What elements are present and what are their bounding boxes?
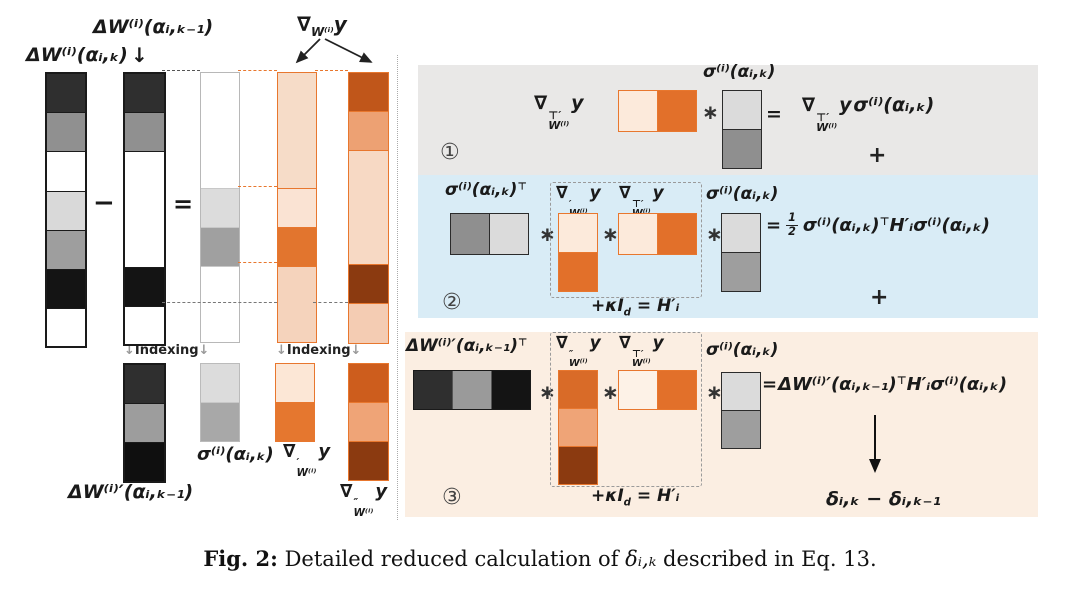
row3-multiply-star-1: ∗: [539, 380, 556, 404]
row1-grad-label: ∇ ⊤′ W⁽ⁱ⁾ y: [534, 92, 584, 132]
nabla-icon: ∇: [340, 481, 353, 502]
row2-sigma-transpose-label: σ⁽ⁱ⁾(αᵢ,ₖ)⊤: [445, 180, 527, 200]
label-grad-prime-indexed: ∇ ′ W⁽ⁱ⁾ y: [283, 441, 331, 479]
row3-delta-difference-label: δᵢ,ₖ − δᵢ,ₖ₋₁: [826, 488, 941, 510]
row3-hessian-dashed-box: [550, 332, 702, 487]
panel-divider: [397, 55, 398, 520]
nabla-icon: ∇: [534, 92, 548, 114]
row1-result-equation: = ∇ ⊤′ W⁽ⁱ⁾ y σ⁽ⁱ⁾(αᵢ,ₖ): [766, 94, 935, 134]
indexing-label-right: ↓Indexing↓: [276, 343, 362, 358]
figure-caption: Fig. 2: Detailed reduced calculation of …: [203, 546, 877, 571]
nabla-icon: ∇: [619, 333, 631, 353]
row1-sigma-col-block: [722, 90, 762, 169]
row3-grad-dprime-label: ∇ ″ W⁽ⁱ⁾ y: [556, 333, 601, 369]
row1-multiply-star: ∗: [702, 100, 719, 124]
row2-hessian-dashed-box: [550, 182, 702, 298]
nabla-icon: ∇: [619, 183, 631, 203]
vector-grad-prime-full: [277, 72, 317, 343]
connector-mid-orange-2: [238, 262, 277, 263]
connector-bottom-gray-2: [313, 302, 348, 303]
vector-grad-prime-indexed: [275, 363, 315, 442]
nabla-icon: ∇: [556, 183, 568, 203]
vector-delta-w-indexed: [123, 363, 166, 483]
row2-kappa-identity-label: +κId = H′ᵢ: [591, 296, 680, 319]
row2-sigma-col-block: [721, 213, 761, 292]
circled-number-1: ①: [440, 140, 460, 165]
label-grad-dprime-indexed: ∇ ″ W⁽ⁱ⁾ y: [340, 481, 388, 519]
row2-grad-row-block: [618, 213, 697, 255]
label-delta-w-prime-indexed: ΔW⁽ⁱ⁾′(αᵢ,ₖ₋₁): [68, 481, 194, 503]
connector-top-orange-2: [315, 70, 348, 71]
caption-tag: Fig. 2:: [203, 546, 278, 571]
down-arrow-icon: ↓: [124, 343, 135, 358]
row1-plus-operator: +: [868, 143, 887, 168]
row3-grad-transpose-label: ∇ ⊤′ W⁽ⁱ⁾ y: [619, 333, 664, 369]
vector-delta-w-ik1: [123, 72, 166, 346]
connector-top-orange-1: [238, 70, 277, 71]
circled-number-3: ③: [442, 485, 462, 510]
nabla-icon: ∇: [297, 12, 311, 36]
nabla-icon: ∇: [283, 441, 296, 462]
vector-sigma-full: [200, 72, 240, 343]
vector-sigma-indexed: [200, 363, 240, 442]
caption-math: δᵢ,ₖ: [625, 547, 657, 571]
row3-multiply-star-2: ∗: [602, 380, 619, 404]
connector-top-gray: [162, 70, 200, 71]
down-arrow-icon: ↓: [276, 343, 287, 358]
label-sigma-indexed: σ⁽ⁱ⁾(αᵢ,ₖ): [197, 444, 274, 465]
row3-delta-w-row-block: [413, 370, 531, 410]
row3-delta-w-transpose-label: ΔW⁽ⁱ⁾′(αᵢ,ₖ₋₁)⊤: [406, 336, 528, 356]
label-delta-w-ik1: ΔW⁽ⁱ⁾(αᵢ,ₖ₋₁): [93, 16, 214, 38]
down-arrow-icon: ↓: [198, 343, 210, 358]
vector-grad-dprime-full: [348, 72, 389, 344]
nabla-icon: ∇: [556, 333, 568, 353]
label-delta-w-ik: ΔW⁽ⁱ⁾(αᵢ,ₖ): [26, 44, 128, 66]
row1-grad-row-block: [618, 90, 697, 132]
row3-multiply-star-3: ∗: [706, 380, 723, 404]
label-grad-header: ∇W⁽ⁱ⁾y: [297, 12, 347, 39]
circled-number-2: ②: [442, 290, 462, 315]
indexing-label-left: ↓Indexing↓: [124, 343, 210, 358]
row2-sigma-label: σ⁽ⁱ⁾(αᵢ,ₖ): [706, 184, 779, 204]
row2-plus-operator: +: [870, 285, 889, 310]
row3-grad-row-block: [618, 370, 697, 410]
row2-multiply-star-1: ∗: [539, 222, 556, 246]
vector-delta-w-ik: [45, 72, 87, 348]
row3-result-equation: = ΔW⁽ⁱ⁾′(αᵢ,ₖ₋₁)⊤H′ᵢσ⁽ⁱ⁾(αᵢ,ₖ): [762, 374, 1008, 395]
row3-kappa-identity-label: +κId = H′ᵢ: [591, 486, 680, 509]
vector-grad-dprime-indexed: [348, 363, 389, 481]
equals-operator: =: [173, 190, 194, 218]
row2-sigma-row-block: [450, 213, 529, 255]
row1-sigma-label: σ⁽ⁱ⁾(αᵢ,ₖ): [703, 62, 776, 82]
connector-bottom-gray-1: [162, 302, 277, 303]
row3-grad-col-block: [558, 370, 598, 485]
row3-sigma-col-block: [721, 372, 761, 449]
down-arrow-icon: ↓: [350, 343, 362, 358]
grad-header-fork-arrows: [295, 38, 373, 64]
minus-operator: −: [93, 188, 115, 218]
row3-sigma-label: σ⁽ⁱ⁾(αᵢ,ₖ): [706, 340, 779, 360]
row2-grad-col-block: [558, 213, 598, 292]
row2-multiply-star-2: ∗: [602, 222, 619, 246]
nabla-icon: ∇: [801, 94, 816, 116]
down-arrow-icon: ↓: [131, 43, 148, 67]
row2-multiply-star-3: ∗: [706, 222, 723, 246]
connector-mid-orange-1: [238, 186, 277, 187]
row3-result-down-arrow: [869, 415, 881, 473]
